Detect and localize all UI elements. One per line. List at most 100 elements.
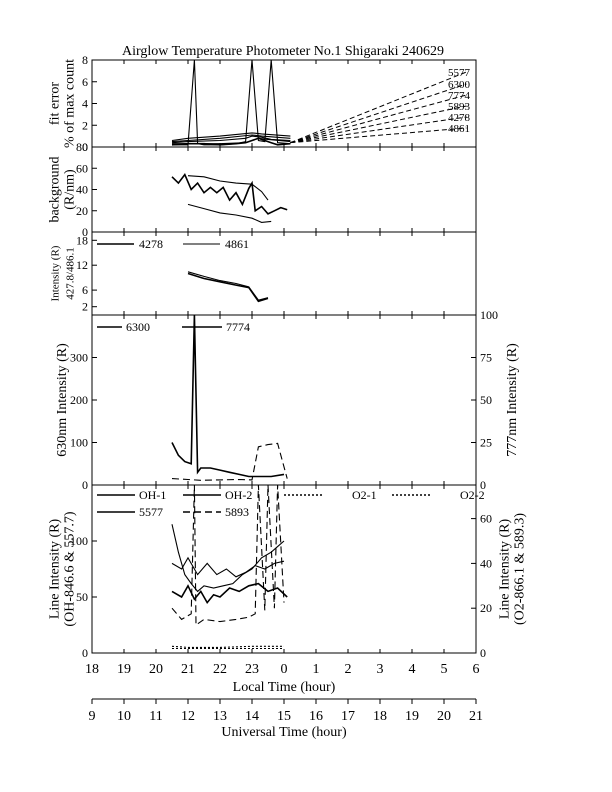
y-tick-label: 50 (76, 590, 88, 604)
local-time-tick-label: 2 (345, 662, 352, 677)
legend-label-4861: 4861 (225, 237, 249, 251)
series-line-oh-1 (171, 582, 288, 605)
ut-tick-label: 16 (309, 709, 323, 724)
series-line-5893 (171, 135, 291, 144)
y-right-tick-label: 40 (480, 556, 492, 570)
y-tick-label: 12 (76, 258, 88, 272)
ut-tick-label: 10 (117, 709, 131, 724)
series-line-4861 (171, 132, 291, 142)
y-axis-label: background (48, 156, 63, 222)
ut-tick-label: 18 (373, 709, 387, 724)
local-time-tick-label: 21 (181, 662, 195, 677)
panel-frame (91, 314, 477, 486)
legend-label-5577: 5577 (448, 67, 471, 79)
y-right-tick-label: 20 (480, 601, 492, 615)
panel-frame (91, 146, 477, 233)
legend-label-7774: 7774 (448, 90, 471, 102)
y-tick-label: 4 (82, 97, 88, 111)
panel-ratio: 2 6 12 18 Intensity (R) 427.8/486.1 4278 4861 (50, 231, 477, 316)
ut-tick-label: 17 (341, 709, 355, 724)
y-right-tick-label: 25 (480, 436, 492, 450)
chart-title: Airglow Temperature Photometer No.1 Shig… (122, 44, 444, 59)
y-tick-label: 0 (82, 225, 88, 239)
local-time-tick-label: 20 (149, 662, 163, 677)
y-tick-label: 100 (70, 436, 88, 450)
legend-label-o2-2: O2-2 (460, 488, 485, 502)
ut-tick-label: 9 (89, 709, 96, 724)
y-tick-label: 80 (76, 140, 88, 154)
legend-label-5893: 5893 (225, 505, 249, 519)
y-tick-label: 0 (82, 646, 88, 660)
legend-label-oh-2: OH-2 (225, 488, 252, 502)
y-tick-label: 6 (82, 283, 88, 297)
series-line-o2-2 (171, 645, 284, 648)
local-time-tick-label: 5 (441, 662, 448, 677)
y-tick-label: 100 (70, 534, 88, 548)
series-line-7774 (172, 137, 291, 145)
y-axis-label: (OH-846.6 & 557.7) (63, 511, 78, 626)
local-time-tick-label: 19 (117, 662, 131, 677)
legend-leader-4861 (290, 127, 467, 144)
y-right-axis-label: (O2-866.1 & 589.3) (513, 513, 528, 625)
y-right-axis-label: 777nm Intensity (R) (505, 343, 520, 457)
local-time-tick-label: 1 (313, 662, 320, 677)
series-line-a (171, 173, 288, 215)
legend-label-4278: 4278 (448, 112, 471, 124)
y-right-axis-label: Line Intensity (R) (498, 519, 513, 620)
legend-label-6300: 6300 (448, 79, 471, 91)
series-line-c (187, 203, 272, 223)
series-line-6300 (171, 315, 285, 478)
y-right-tick-label: 75 (480, 351, 492, 365)
y-axis-label: Line Intensity (R) (48, 519, 63, 620)
legend-leader-5893 (290, 105, 467, 144)
legend-label-7774: 7774 (226, 320, 250, 334)
legend-label-oh-1: OH-1 (139, 488, 166, 502)
ut-tick-label: 11 (149, 709, 162, 724)
local-time-tick-label: 3 (377, 662, 384, 677)
y-axis-label: % of max count (63, 59, 78, 148)
legend-label-5893: 5893 (448, 101, 471, 113)
legend-label-4278: 4278 (139, 237, 163, 251)
series-line-4278 (171, 134, 291, 143)
y-tick-label: 0 (82, 140, 88, 154)
local-time-axis-label: Local Time (hour) (233, 680, 336, 695)
y-tick-label: 18 (76, 233, 88, 247)
y-tick-label: 60 (76, 161, 88, 175)
y-tick-label: 6 (82, 75, 88, 89)
legend-leader-5577 (290, 71, 467, 144)
ut-tick-label: 13 (213, 709, 227, 724)
legend-leader-4278 (290, 116, 467, 144)
legend-leader-7774 (290, 94, 467, 144)
y-right-tick-label: 60 (480, 512, 492, 526)
y-axis-label: 630nm Intensity (R) (55, 343, 70, 457)
legend-label-6300: 6300 (126, 320, 150, 334)
y-right-tick-label: 0 (480, 646, 486, 660)
y-tick-label: 40 (76, 183, 88, 197)
legend-label-5577: 5577 (139, 505, 163, 519)
panel-background: 0 20 40 60 80 background (R/nm) (48, 140, 477, 239)
local-time-tick-label: 18 (85, 662, 99, 677)
series-line-b (187, 175, 269, 201)
y-tick-label: 0 (82, 478, 88, 492)
legend-label-o2-1: O2-1 (352, 488, 377, 502)
panel-fit_error: 0 2 4 6 8 fit error% of max count 557763007774… (48, 53, 477, 154)
series-line-5893 (171, 485, 285, 627)
local-time-tick-label: 0 (281, 662, 288, 677)
y-right-tick-label: 100 (480, 308, 498, 322)
legend-leader-6300 (290, 83, 467, 144)
y-axis-label: 427.8/486.1 (65, 247, 77, 300)
local-time-tick-label: 4 (409, 662, 416, 677)
series-line-4861 (187, 271, 269, 301)
series-line-5577 (171, 524, 285, 593)
y-axis-label: (R/nm) (63, 169, 78, 210)
ut-tick-label: 19 (405, 709, 419, 724)
legend-label-4861: 4861 (448, 123, 470, 135)
y-right-tick-label: 0 (480, 478, 486, 492)
local-time-tick-label: 23 (245, 662, 259, 677)
y-tick-label: 2 (82, 118, 88, 132)
ut-axis-label: Universal Time (hour) (221, 725, 347, 740)
